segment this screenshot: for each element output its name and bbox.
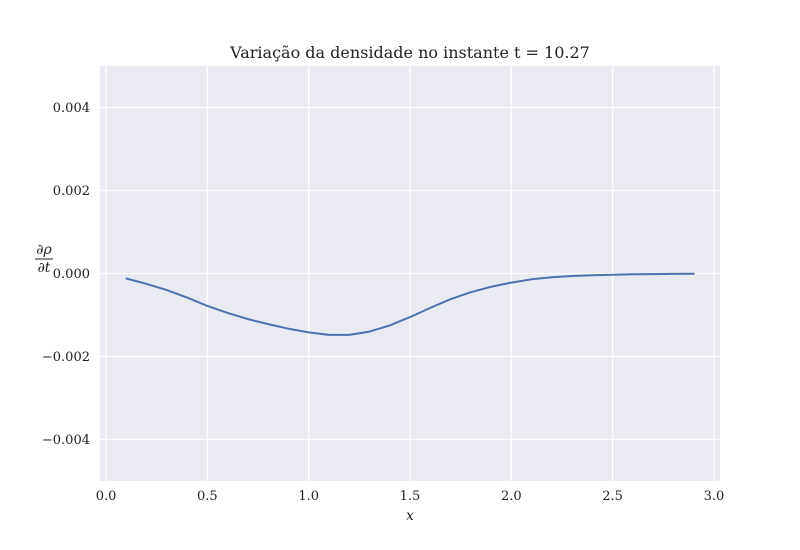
- x-tick-label: 3.0: [704, 489, 725, 504]
- x-tick-label: 0.0: [96, 489, 117, 504]
- chart-title: Variação da densidade no instante t = 10…: [229, 43, 590, 62]
- y-axis-label-denominator: ∂t: [38, 260, 51, 276]
- y-tick-label: 0.004: [53, 101, 90, 116]
- x-axis-label: x: [406, 508, 414, 524]
- plot-area: 0.0 0.5 1.0 1.5 2.0 2.5 3.0 0.004 0.002 0.000 −0.0…: [42, 66, 724, 504]
- series-line: [125, 272, 695, 336]
- x-tick-label: 1.0: [298, 489, 319, 504]
- y-tick-label: −0.002: [42, 350, 90, 365]
- x-tick-label: 1.5: [400, 489, 421, 504]
- x-tick-label: 0.5: [197, 489, 218, 504]
- y-axis-label: ∂ρ ∂t: [35, 242, 53, 276]
- y-tick-label: 0.002: [53, 184, 90, 199]
- y-tick-label: −0.004: [42, 433, 90, 448]
- y-axis-label-numerator: ∂ρ: [36, 242, 52, 258]
- y-tick-label: 0.000: [53, 267, 90, 282]
- x-tick-label: 2.5: [602, 489, 623, 504]
- x-tick-label: 2.0: [501, 489, 522, 504]
